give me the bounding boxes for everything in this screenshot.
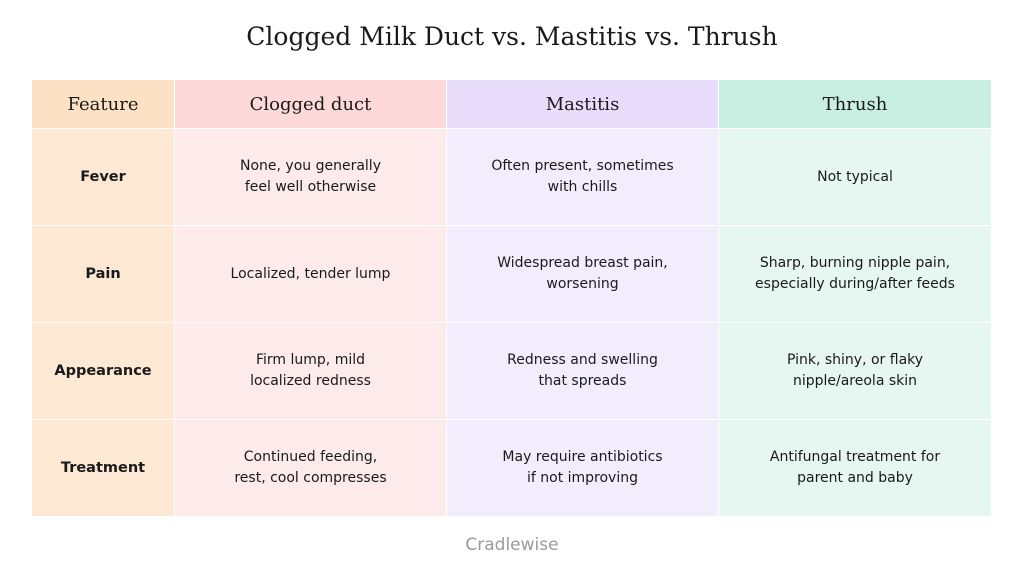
cell-line: with chills bbox=[547, 179, 618, 195]
row-label: Appearance bbox=[32, 323, 174, 419]
column-header: Thrush bbox=[719, 80, 991, 128]
cell-line: if not improving bbox=[526, 470, 638, 486]
cell-line: Redness and swelling bbox=[507, 352, 658, 368]
title: Clogged Milk Duct vs. Mastitis vs. Thrus… bbox=[246, 22, 778, 51]
cell-line: feel well otherwise bbox=[244, 179, 377, 195]
cell-line: that spreads bbox=[538, 373, 627, 389]
brand: Cradlewise bbox=[465, 535, 559, 555]
table-cell: Localized, tender lump bbox=[175, 226, 446, 322]
cell-line: worsening bbox=[546, 276, 619, 292]
row-label: Pain bbox=[32, 226, 174, 322]
cell-line: Not typical bbox=[817, 168, 893, 185]
column-header: Mastitis bbox=[447, 80, 718, 128]
cell-line: especially during/after feeds bbox=[755, 276, 955, 292]
cell-line: Pink, shiny, or flaky bbox=[786, 352, 924, 368]
table-cell: May require antibiotics if not improving bbox=[447, 420, 718, 516]
table-cell: Firm lump, mild localized redness bbox=[175, 323, 446, 419]
table-cell: Often present, sometimes with chills bbox=[447, 129, 718, 225]
cell-line: Sharp, burning nipple pain, bbox=[759, 255, 951, 271]
cell-line: nipple/areola skin bbox=[792, 373, 918, 389]
cell-line: Widespread breast pain, bbox=[497, 255, 668, 271]
table-cell: None, you generally feel well otherwise bbox=[175, 129, 446, 225]
cell-line: localized redness bbox=[250, 373, 371, 389]
table-cell: Pink, shiny, or flaky nipple/areola skin bbox=[719, 323, 991, 419]
comparison-table: Feature Clogged duct Mastitis Thrush Fever No… bbox=[32, 80, 992, 516]
cell-line: parent and baby bbox=[797, 470, 913, 486]
cell-line: None, you generally bbox=[240, 158, 381, 174]
cell-line: May require antibiotics bbox=[502, 449, 663, 465]
column-header: Feature bbox=[32, 80, 174, 128]
cell-line: Localized, tender lump bbox=[230, 265, 391, 282]
row-label: Fever bbox=[32, 129, 174, 225]
cell-line: Antifungal treatment for bbox=[769, 449, 941, 465]
cell-line: Continued feeding, bbox=[243, 449, 378, 465]
column-header: Clogged duct bbox=[175, 80, 446, 128]
cell-line: Firm lump, mild bbox=[255, 352, 365, 368]
table-cell: Redness and swelling that spreads bbox=[447, 323, 718, 419]
table-cell: Not typical bbox=[719, 129, 991, 225]
table-cell: Widespread breast pain, worsening bbox=[447, 226, 718, 322]
table-cell: Sharp, burning nipple pain, especially du… bbox=[719, 226, 991, 322]
table-cell: Continued feeding, rest, cool compresses bbox=[175, 420, 446, 516]
table-cell: Antifungal treatment for parent and baby bbox=[719, 420, 991, 516]
row-label: Treatment bbox=[32, 420, 174, 516]
cell-line: Often present, sometimes bbox=[491, 158, 674, 174]
cell-line: rest, cool compresses bbox=[234, 470, 387, 486]
